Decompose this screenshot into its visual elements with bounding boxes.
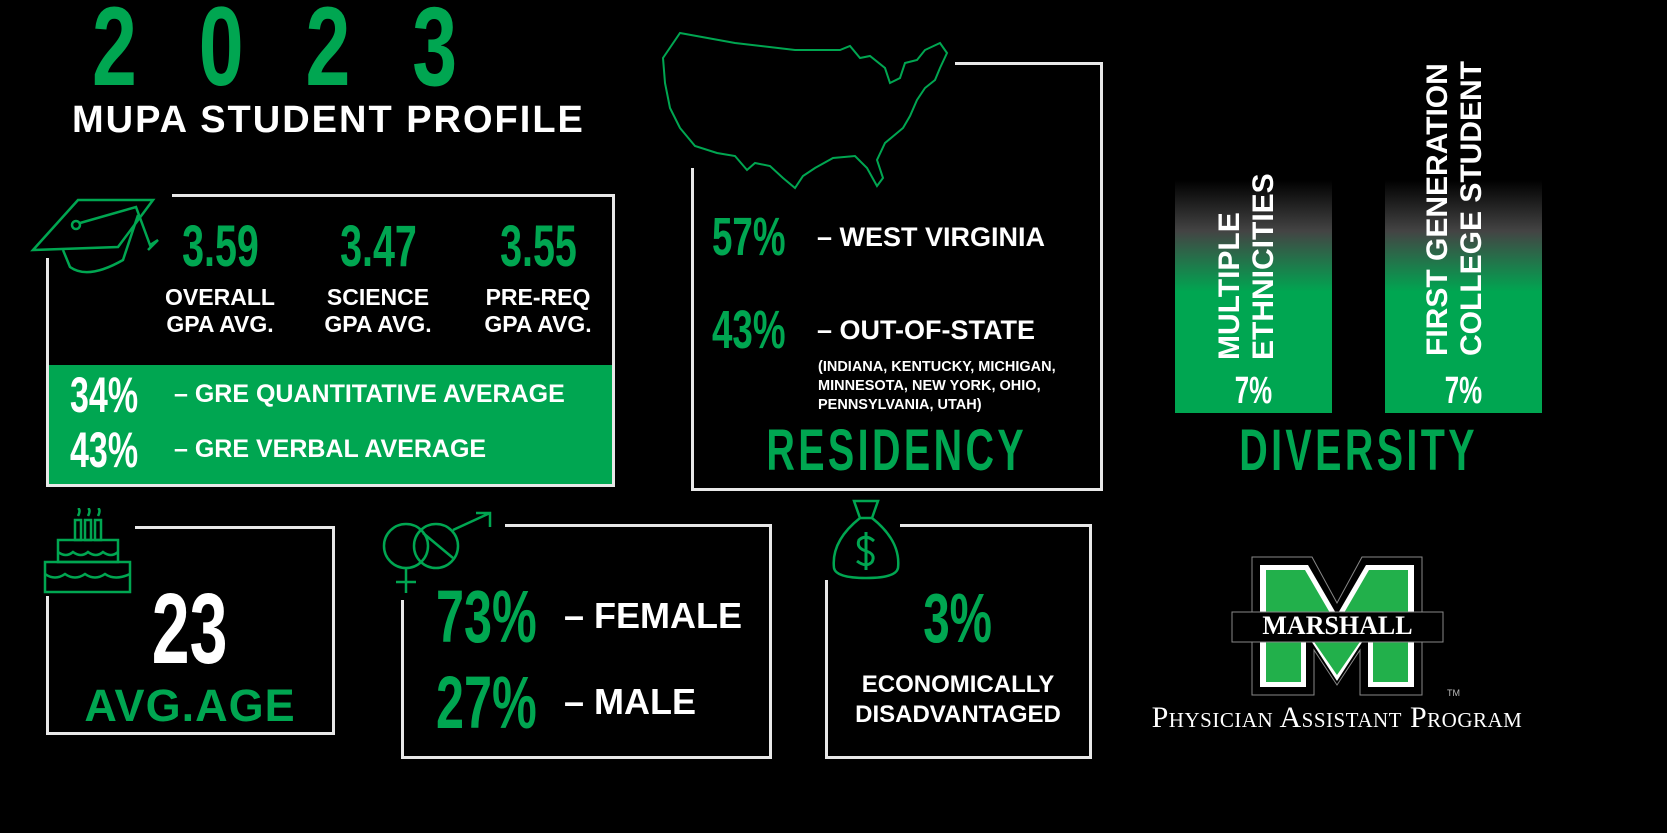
age-box-right-border (332, 526, 335, 735)
econ-label: ECONOMICALLY DISADVANTAGED (855, 671, 1061, 728)
logo-trademark: TM (1447, 688, 1460, 698)
marshall-m-logo (1231, 556, 1444, 696)
econ-box-top-border (900, 524, 1092, 527)
gpa-box-top-border (172, 194, 615, 197)
gender-female-row: 73% – FEMALE (436, 575, 743, 658)
residency-box-left-border (691, 168, 694, 491)
birthday-cake-icon (43, 508, 132, 594)
residency-box-top-border (955, 62, 1103, 65)
avg-age-value: 23 (152, 573, 228, 685)
gender-symbols-icon (382, 511, 492, 593)
residency-oos-row: 43% – OUT-OF-STATE (712, 300, 1035, 360)
gender-box-right-border (769, 524, 772, 759)
econ-box-right-border (1089, 524, 1092, 759)
gpa-stat-science: 3.47 SCIENCE GPA AVG. (324, 214, 432, 338)
year-heading: 2023 (92, 0, 520, 109)
money-bag-icon (832, 499, 900, 580)
gender-box-top-border (505, 524, 772, 527)
residency-wv-row: 57% – WEST VIRGINIA (712, 207, 1046, 267)
gre-quant-row: 34% – GRE QUANTITATIVE AVERAGE (70, 367, 565, 423)
gre-verbal-row: 43% – GRE VERBAL AVERAGE (70, 422, 487, 478)
gpa-box-right-border (612, 194, 615, 487)
residency-box-right-border (1100, 62, 1103, 491)
gender-box-left-border (401, 600, 404, 759)
out-of-state-list: (INDIANA, KENTUCKY, MICHIGAN, MINNESOTA,… (818, 359, 1056, 413)
gpa-stat-overall: 3.59 OVERALL GPA AVG. (165, 214, 275, 338)
econ-box-bottom-border (825, 756, 1092, 759)
diversity-title: DIVERSITY (1239, 418, 1478, 483)
us-map-icon (661, 31, 949, 190)
gender-box-bottom-border (401, 756, 772, 759)
gre-band (49, 365, 612, 484)
gpa-box-left-border (46, 258, 49, 487)
diversity-bar-first-gen: FIRST GENERATION COLLEGE STUDENT 7% (1385, 61, 1542, 413)
econ-value: 3% (923, 579, 993, 657)
program-name: Physician Assistant Program (1151, 701, 1523, 734)
age-box-bottom-border (46, 732, 335, 735)
avg-age-label: AVG.AGE (84, 680, 296, 731)
gender-male-row: 27% – MALE (436, 661, 697, 744)
page-title: MUPA STUDENT PROFILE (72, 99, 585, 141)
econ-box-left-border (825, 580, 828, 759)
gpa-box-bottom-border (46, 484, 615, 487)
residency-title: RESIDENCY (766, 418, 1028, 483)
graduation-cap-icon (30, 198, 159, 274)
logo-wordmark: MARSHALL (1262, 611, 1413, 640)
residency-box-bottom-border (691, 488, 1103, 491)
diversity-bar-ethnicities: MULTIPLE ETHNICITIES 7% (1175, 173, 1332, 413)
age-box-top-border (135, 526, 335, 529)
gpa-stat-prereq: 3.55 PRE-REQ GPA AVG. (484, 214, 592, 338)
age-box-left-border (46, 596, 49, 735)
